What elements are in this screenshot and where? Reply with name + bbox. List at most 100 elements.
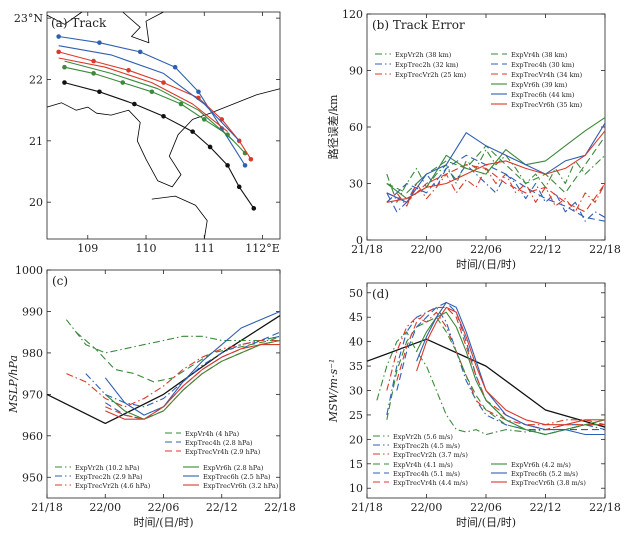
panel-title: (a) Track (51, 16, 107, 30)
y-tick-label: 23°N (14, 12, 43, 25)
series-ExpTrecVr2h (386, 311, 606, 426)
track-point (149, 89, 155, 95)
track-point (97, 40, 102, 45)
legend-label: ExpVr4h (38 km) (511, 51, 568, 59)
series-ExpVr4h (386, 316, 605, 436)
series-ExpTrecVr4h (396, 306, 605, 431)
legend-label: ExpTrec4h (30 km) (511, 61, 575, 69)
x-tick-label: 22/06 (470, 243, 502, 256)
y-tick-label: 20 (29, 196, 43, 209)
x-tick-label: 22/12 (530, 243, 562, 256)
y-tick-label: 1000 (15, 264, 43, 277)
legend-label: ExpTrecVr6h (3.8 m/s) (511, 479, 586, 487)
series-ExpVr6h (386, 117, 606, 200)
track-ExpVr4h (64, 60, 234, 142)
track-point (161, 113, 166, 119)
track-point (132, 101, 137, 107)
track-point (62, 80, 67, 85)
series-ExpTrecVr2h (66, 339, 280, 408)
x-tick-label: 22/12 (530, 501, 562, 514)
y-tick-label: 30 (349, 385, 363, 398)
track-point (242, 163, 248, 168)
legend-label: ExpTrecVr4h (34 km) (511, 71, 583, 79)
track-ExpTrec2h (58, 35, 246, 166)
x-tick-label: 21/18 (31, 501, 63, 514)
track-point (161, 80, 166, 85)
y-tick-label: 20 (349, 433, 363, 446)
track-point (137, 49, 143, 55)
y-tick-label: 35 (349, 360, 363, 373)
y-axis-label: 路径误差/km (326, 94, 340, 159)
legend: ExpVr2h (5.6 m/s)ExpTrec2h (4.5 m/s)ExpT… (373, 433, 586, 487)
x-tick-label: 22/12 (206, 501, 238, 514)
legend-label: ExpVr2h (5.6 m/s) (393, 433, 453, 441)
track-point (196, 89, 201, 95)
y-tick-label: 50 (349, 287, 363, 300)
y-tick-label: 990 (22, 305, 43, 318)
track-point (201, 117, 207, 122)
coastline (46, 11, 83, 25)
y-tick-label: 0 (356, 234, 363, 247)
series-ExpVr2h (65, 319, 281, 354)
y-tick-label: 25 (349, 409, 363, 422)
x-tick-label: 22/00 (89, 501, 121, 514)
legend: ExpVr4h (4 hPa)ExpTrec4h (2.8 hPa)ExpTre… (55, 430, 279, 490)
y-tick-label: 980 (22, 347, 43, 360)
x-tick-label: 22/00 (411, 243, 443, 256)
track-point (207, 144, 213, 150)
track-point (172, 64, 178, 70)
legend: ExpVr2h (38 km) ExpTrec2h (32 km) ExpTrecV… (375, 51, 583, 109)
x-tick-label: 22/18 (264, 501, 296, 514)
track-point (248, 156, 254, 162)
legend-label: ExpTrecVr2h (25 km) (395, 71, 467, 79)
panel-title: (c) (52, 274, 68, 288)
series-ExpTrecVr6h (386, 130, 606, 203)
y-tick-label: 15 (349, 458, 363, 471)
legend-label: ExpTrecVr2h (3.7 m/s) (393, 451, 468, 459)
x-tick-label: 21/18 (351, 243, 383, 256)
track-point (62, 64, 67, 70)
legend-label: ExpVr4h (4 hPa) (185, 430, 240, 438)
coastline (46, 88, 281, 188)
y-axis-label: MSLP/hPa (7, 355, 20, 414)
x-axis-label: 时间/(日/时) (134, 516, 194, 529)
y-tick-label: 90 (349, 65, 363, 78)
y-tick-label: 10 (349, 482, 363, 495)
y-tick-label: 960 (22, 430, 43, 443)
legend-label: ExpTrecVr6h (35 km) (511, 101, 583, 109)
y-axis-label: MSW/m·s⁻¹ (327, 359, 340, 424)
track-point (126, 67, 131, 73)
series-ExpVr2h (376, 331, 605, 436)
legend-label: ExpVr2h (10.2 hPa) (75, 464, 140, 472)
series-ExpTrec2h (386, 306, 606, 431)
legend-label: ExpTrec4h (5.1 m/s) (393, 470, 461, 478)
track-ExpTrecVr2h (58, 51, 252, 160)
track-point (251, 206, 257, 211)
y-tick-label: 45 (349, 311, 363, 324)
x-axis-label: 时间/(日/时) (456, 258, 516, 271)
series-ExpTrecVr4h (386, 164, 606, 213)
legend-label: ExpTrecVr4h (4.4 m/s) (393, 479, 468, 487)
x-tick-label: 111 (194, 242, 215, 255)
series-ExpVr6h (416, 311, 606, 436)
series-ExpVr4h (75, 331, 281, 383)
track-point (225, 163, 230, 168)
legend-label: ExpVr6h (2.8 hPa) (203, 464, 264, 472)
legend-label: ExpTrec6h (44 km) (511, 91, 575, 99)
track-point (56, 49, 61, 55)
series-ExpTrecVr6h (105, 344, 280, 420)
x-tick-label: 22/06 (470, 501, 502, 514)
legend-label: ExpTrec6h (5.2 m/s) (511, 470, 579, 478)
legend-label: ExpVr2h (38 km) (395, 51, 452, 59)
x-tick-label: 110 (136, 242, 157, 255)
series-ExpVr6h (104, 339, 281, 420)
x-tick-label: 21/18 (351, 501, 383, 514)
legend-label: ExpTrecVr4h (2.9 hPa) (185, 448, 261, 456)
track-point (56, 34, 61, 39)
legend-label: ExpTrecVr6h (3.2 hPa) (203, 482, 279, 490)
y-tick-label: 30 (349, 178, 363, 191)
legend-label: ExpTrecVr2h (4.6 hPa) (75, 482, 151, 490)
y-tick-label: 120 (342, 8, 363, 21)
track-point (91, 71, 96, 76)
